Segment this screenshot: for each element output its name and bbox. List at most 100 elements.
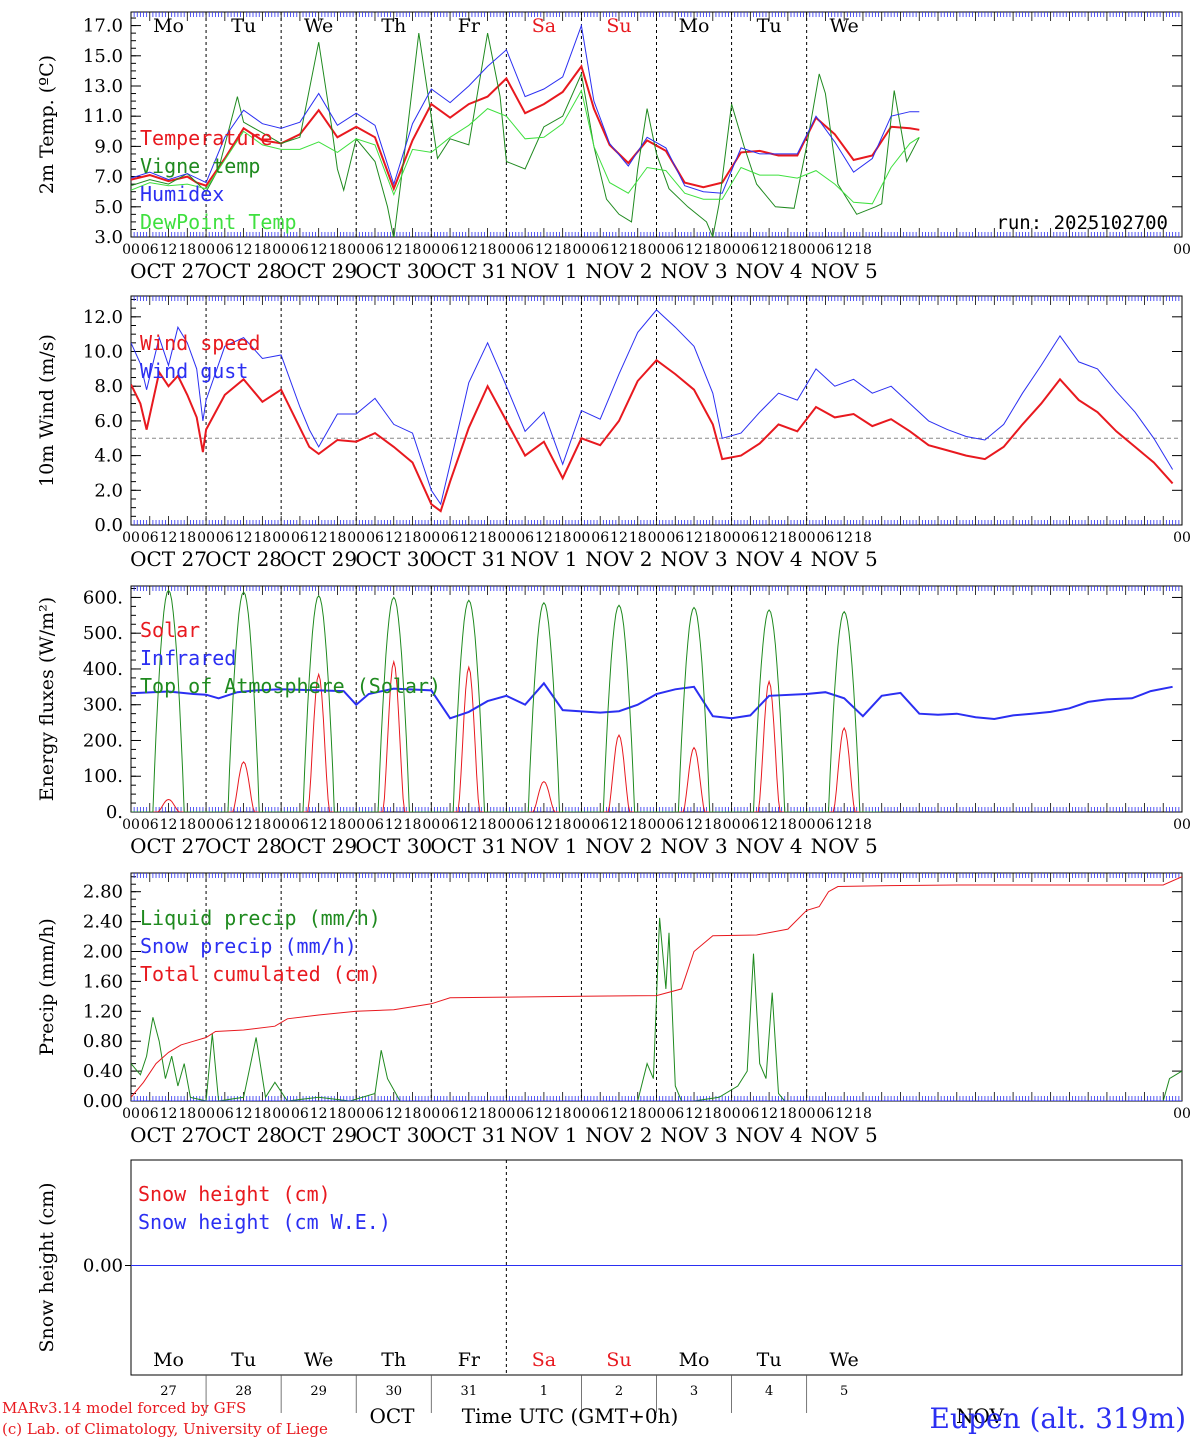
y-axis-label: 10m Wind (m/s) [36, 334, 58, 487]
date-label: NOV 2 [585, 834, 652, 858]
hour-label: 00 [197, 1106, 215, 1122]
hour-label: 18 [779, 530, 797, 546]
hour-label: 12 [685, 1106, 703, 1122]
weekday-label: Tu [757, 1349, 782, 1371]
hour-label: 18 [329, 817, 347, 833]
hour-label: 06 [516, 1106, 534, 1122]
hour-label: 06 [141, 817, 159, 833]
hour-label: 18 [854, 817, 872, 833]
hour-label: 18 [178, 1106, 196, 1122]
hour-label: 00 [122, 242, 140, 258]
legend-entry: Infrared [140, 646, 236, 670]
hour-label: 06 [591, 242, 609, 258]
hour-label: 00 [122, 530, 140, 546]
temperature-panel: 3.0 5.0 7.0 9.0 11.0 13.0 15.0 17.0 2m Temp. (ºC… [36, 11, 1191, 283]
hour-label: 00 [798, 242, 816, 258]
hour-label: 00 [573, 530, 591, 546]
hour-label: 12 [235, 242, 253, 258]
hour-label: 00 [422, 530, 440, 546]
hour-label: 06 [291, 1106, 309, 1122]
hour-label: 18 [479, 530, 497, 546]
hour-label: 12 [385, 817, 403, 833]
weekday-label: We [830, 1349, 859, 1371]
hour-label: 18 [329, 1106, 347, 1122]
hour-label: 06 [741, 817, 759, 833]
date-label: OCT 31 [430, 1123, 507, 1147]
y-tick-label: 12.0 [83, 307, 123, 328]
y-tick-label: 2.80 [83, 882, 123, 903]
series-dewpoint-temp [131, 89, 920, 205]
hour-label: 00 [272, 1106, 290, 1122]
month-label: NOV [956, 1404, 1005, 1428]
date-label: NOV 1 [510, 547, 577, 571]
weekday-label: Tu [231, 1349, 256, 1371]
legend-entry: Solar [140, 618, 200, 642]
legend-entry: Liquid precip (mm/h) [140, 906, 381, 930]
hour-label: 00 [422, 817, 440, 833]
y-axis-label: 2m Temp. (ºC) [36, 55, 58, 194]
hour-label: 12 [685, 817, 703, 833]
legend-entry: Snow height (cm W.E.) [138, 1210, 391, 1234]
date-label: NOV 2 [585, 547, 652, 571]
hour-label: 06 [141, 530, 159, 546]
hour-label: 18 [854, 242, 872, 258]
hour-label: 06 [441, 817, 459, 833]
hour-label: 00 [723, 817, 741, 833]
date-label: NOV 3 [660, 547, 727, 571]
series-humidex [131, 23, 920, 194]
hour-label: 06 [216, 242, 234, 258]
hour-label: 12 [535, 1106, 553, 1122]
hour-label: 12 [160, 530, 178, 546]
legend-entry: Temperature [140, 126, 272, 150]
date-label: OCT 28 [205, 1123, 282, 1147]
y-tick-label: 200. [83, 730, 123, 751]
y-tick-label: 10.0 [83, 342, 123, 363]
legend-entry: Total cumulated (cm) [140, 962, 381, 986]
date-label: NOV 1 [510, 1123, 577, 1147]
hour-label: 00 [798, 817, 816, 833]
hour-label: 12 [760, 817, 778, 833]
legend-entry: Wind gust [140, 359, 248, 383]
y-axis-label: Snow height (cm) [36, 1182, 58, 1352]
hour-label: 18 [404, 1106, 422, 1122]
hour-label: 06 [591, 530, 609, 546]
hour-label: 00 [347, 530, 365, 546]
day-number: 30 [385, 1384, 402, 1399]
hour-label: 18 [704, 530, 722, 546]
snow-panel: 0.00 Snow height (cm) Mo Tu We Th Fr Sa Su Mo Tu We… [36, 1159, 1183, 1428]
hour-label: 12 [835, 1106, 853, 1122]
hour-label: 06 [666, 242, 684, 258]
plot-frame [130, 11, 1183, 238]
series-temperature [131, 64, 920, 192]
hour-label: 18 [554, 1106, 572, 1122]
y-tick-label: 400. [83, 659, 123, 680]
hour-label: 12 [385, 530, 403, 546]
hour-label: 12 [160, 242, 178, 258]
hour-label: 18 [704, 242, 722, 258]
hour-label: 18 [629, 530, 647, 546]
series-total-cumulated-cm- [131, 876, 1182, 1098]
hour-label: 12 [310, 817, 328, 833]
hour-label: 12 [235, 1106, 253, 1122]
date-label: NOV 4 [736, 547, 803, 571]
y-tick-label: 1.20 [83, 1001, 123, 1022]
legend-entry: Snow height (cm) [138, 1182, 331, 1206]
hour-label: 00 [648, 242, 666, 258]
hour-label: 12 [835, 530, 853, 546]
y-tick-label: 2.40 [83, 912, 123, 933]
date-label: NOV 3 [660, 259, 727, 283]
hour-label: 06 [141, 1106, 159, 1122]
y-tick-label: 1.60 [83, 971, 123, 992]
y-tick-label: 7.0 [94, 167, 123, 188]
hour-label: 00 [1173, 242, 1191, 258]
day-number: 2 [615, 1384, 623, 1399]
date-label: OCT 31 [430, 259, 507, 283]
series-wind-speed [131, 358, 1174, 513]
hour-label: 00 [798, 1106, 816, 1122]
date-label: OCT 30 [355, 834, 432, 858]
hour-label: 06 [816, 1106, 834, 1122]
hour-label: 18 [704, 1106, 722, 1122]
hour-label: 06 [816, 530, 834, 546]
x-axis-label: Time UTC (GMT+0h) [462, 1404, 679, 1428]
